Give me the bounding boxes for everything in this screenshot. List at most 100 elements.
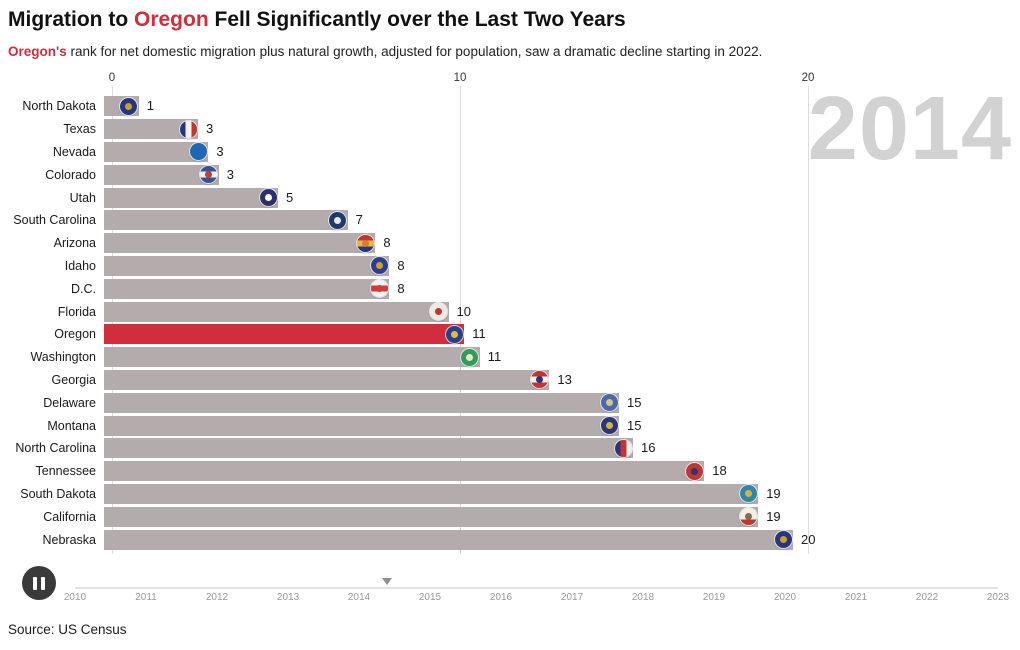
pause-bar xyxy=(41,576,45,590)
state-label: Utah xyxy=(69,190,96,205)
timeline-year-label: 2012 xyxy=(205,592,229,603)
state-label: South Carolina xyxy=(13,213,96,228)
flag-emblem xyxy=(744,513,752,521)
bar xyxy=(104,347,480,368)
bar-track: 19 xyxy=(104,506,1020,527)
pause-bar xyxy=(33,576,37,590)
title-highlight: Oregon xyxy=(133,8,209,31)
x-axis-tick-label: 10 xyxy=(453,72,467,84)
x-axis-tick-label: 20 xyxy=(801,72,815,84)
bar xyxy=(104,141,209,162)
bar-track: 1 xyxy=(104,96,1020,117)
bar-track: 18 xyxy=(104,461,1020,482)
flag-emblem xyxy=(744,490,752,498)
value-label: 11 xyxy=(472,326,486,342)
timeline-year-label: 2017 xyxy=(560,592,584,603)
flag-emblem xyxy=(375,262,383,270)
flag-emblem xyxy=(334,216,342,224)
state-label: Nebraska xyxy=(42,532,97,547)
state-label: Oregon xyxy=(54,327,96,342)
state-label: Washington xyxy=(30,350,96,365)
pause-button[interactable] xyxy=(22,566,56,600)
timeline-marker-icon[interactable] xyxy=(382,578,393,585)
flag-emblem xyxy=(535,376,543,384)
bar-row: Florida 10 xyxy=(0,300,1020,323)
value-label: 15 xyxy=(627,417,642,433)
pause-icon xyxy=(22,566,56,600)
timeline-year-label: 2022 xyxy=(915,592,939,603)
north-dakota-flag-icon xyxy=(120,97,138,115)
bar-track: 16 xyxy=(104,438,1020,459)
north-carolina-flag-icon xyxy=(614,439,632,457)
subtitle-text: rank for net domestic migration plus nat… xyxy=(66,44,763,59)
bar xyxy=(104,369,550,390)
bar-track: 7 xyxy=(104,210,1020,231)
value-label: 5 xyxy=(286,189,294,205)
bar xyxy=(104,415,619,436)
bar xyxy=(104,461,705,482)
bar-row: D.C. 8 xyxy=(0,277,1020,300)
value-label: 7 xyxy=(355,212,363,228)
timeline-year-label: 2011 xyxy=(135,592,157,603)
bar-row: Montana 15 xyxy=(0,414,1020,437)
value-label: 8 xyxy=(397,257,405,273)
flag-emblem xyxy=(450,330,458,338)
bar-track: 15 xyxy=(104,415,1020,436)
bar-row: Washington 11 xyxy=(0,346,1020,369)
bar xyxy=(104,164,219,185)
georgia-flag-icon xyxy=(530,371,548,389)
bar-row: Delaware 15 xyxy=(0,391,1020,414)
montana-flag-icon xyxy=(600,417,618,435)
south-dakota-flag-icon xyxy=(739,485,757,503)
bar xyxy=(104,210,348,231)
timeline-year-label: 2020 xyxy=(773,592,797,603)
value-label: 3 xyxy=(216,143,224,159)
flag-emblem xyxy=(125,102,133,110)
value-label: 16 xyxy=(641,440,656,456)
washington-flag-icon xyxy=(461,348,479,366)
timeline-year-label: 2019 xyxy=(702,592,726,603)
value-label: 3 xyxy=(206,121,214,137)
state-label: Delaware xyxy=(43,395,96,410)
bar-chart: 2014 0 10 20 North Dakota 1 Texas 3 Nevada 3 Col… xyxy=(0,72,1020,562)
bar-track: 8 xyxy=(104,233,1020,254)
colorado-flag-icon xyxy=(200,166,218,184)
state-label: North Carolina xyxy=(15,441,96,456)
oregon-flag-icon xyxy=(445,325,463,343)
bar-row: South Dakota 19 xyxy=(0,483,1020,506)
bar-track: 20 xyxy=(104,529,1020,550)
value-label: 13 xyxy=(557,371,572,387)
bar-row: California 19 xyxy=(0,505,1020,528)
value-label: 20 xyxy=(801,531,816,547)
bar-track: 15 xyxy=(104,392,1020,413)
bar-row: Idaho 8 xyxy=(0,255,1020,278)
flag-emblem xyxy=(361,239,369,247)
bar xyxy=(104,324,465,345)
timeline-year-label: 2018 xyxy=(631,592,655,603)
bar-row: South Carolina 7 xyxy=(0,209,1020,232)
state-label: Georgia xyxy=(51,372,96,387)
flag-emblem xyxy=(205,171,213,179)
value-label: 11 xyxy=(487,349,502,365)
timeline-year-label: 2014 xyxy=(347,592,371,603)
bar-row: Nebraska 20 xyxy=(0,528,1020,551)
nebraska-flag-icon xyxy=(774,531,792,549)
state-label: Arizona xyxy=(53,236,96,251)
bar-row: Utah 5 xyxy=(0,186,1020,209)
flag-emblem xyxy=(435,308,442,316)
timeline-track[interactable] xyxy=(75,587,998,589)
bar-row: Arizona 8 xyxy=(0,232,1020,255)
state-label: Tennessee xyxy=(35,464,96,479)
texas-flag-icon xyxy=(179,120,197,138)
flag-emblem xyxy=(779,536,787,544)
value-label: 19 xyxy=(766,508,781,524)
bar-row: Texas 3 xyxy=(0,118,1020,141)
bar-track: 5 xyxy=(104,187,1020,208)
florida-flag-icon xyxy=(430,303,447,321)
timeline-slider[interactable]: 2010 2011 2012 2013 2014 2015 2016 2017 2018 2019… xyxy=(64,578,1009,610)
timeline-year-label: 2013 xyxy=(276,592,300,603)
source-note: Source: US Census xyxy=(8,622,127,637)
california-flag-icon xyxy=(739,508,757,526)
state-label: Florida xyxy=(57,304,96,319)
